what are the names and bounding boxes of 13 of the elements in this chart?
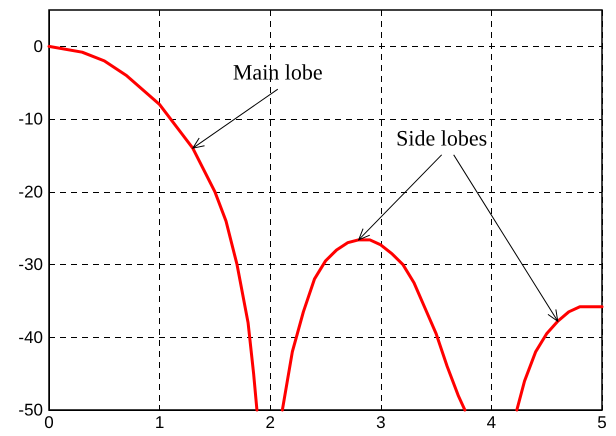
y-tick-label: -30 <box>18 255 43 274</box>
x-tick-label: 5 <box>597 413 607 432</box>
x-tick-label: 3 <box>376 413 386 432</box>
annotation: Main lobe <box>232 60 323 85</box>
y-tick-label: 0 <box>34 36 43 56</box>
y-tick-label: -10 <box>18 110 43 129</box>
x-tick-label: 1 <box>154 413 164 432</box>
y-tick-label: -50 <box>18 400 43 420</box>
x-tick-label: 2 <box>265 413 275 432</box>
y-tick-label: -20 <box>18 182 43 202</box>
y-tick-label: -40 <box>18 328 43 347</box>
annotation: Side lobes <box>396 125 488 150</box>
x-tick-label: 4 <box>486 413 496 432</box>
